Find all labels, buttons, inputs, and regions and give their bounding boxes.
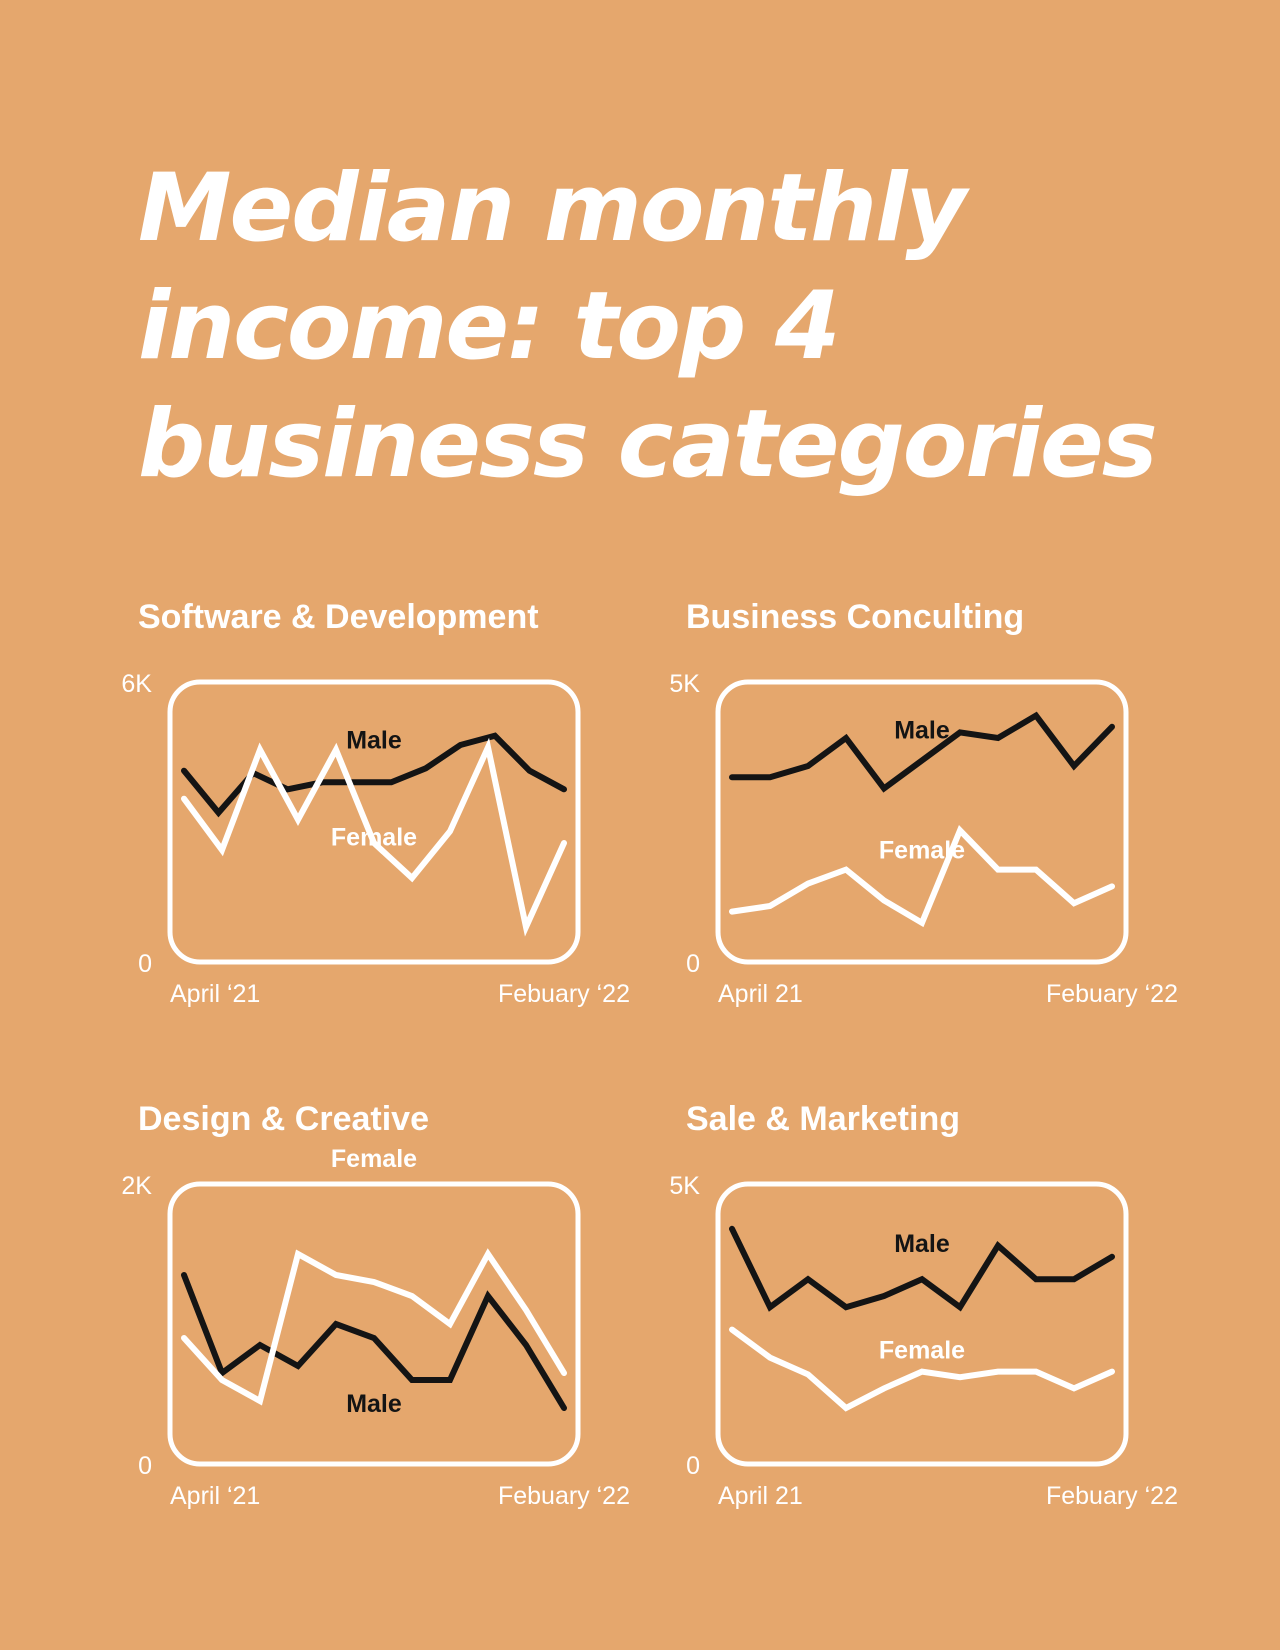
chart-plot: 0 6K April ‘21 Febuary ‘22 Male Female: [121, 670, 630, 1008]
y-tick-label-min: 0: [138, 950, 152, 978]
series-line-male: [729, 1225, 1115, 1312]
series-label-female: Female: [331, 824, 417, 852]
series-label-male: Male: [346, 1390, 402, 1418]
x-tick-label-start: April 21: [718, 980, 803, 1008]
series-label-male: Male: [894, 716, 950, 744]
series-label-female: Female: [879, 1336, 965, 1364]
title-line-3: business categories: [138, 390, 1158, 499]
chart-plot: 0 2K April ‘21 Febuary ‘22 Male Female: [121, 1145, 630, 1510]
y-tick-label-max: 5K: [669, 670, 700, 698]
y-tick-label-max: 5K: [669, 1172, 700, 1200]
y-tick-label-min: 0: [138, 1452, 152, 1480]
chart-frame: [715, 679, 1129, 965]
series-line-female: [729, 825, 1115, 928]
chart-software-development: Software & Development 0 6K April ‘21 Febua…: [121, 598, 698, 1018]
title-line-2: income: top 4: [138, 272, 840, 381]
series-line-male: [729, 711, 1115, 793]
x-tick-label-start: April ‘21: [170, 980, 260, 1008]
chart-title: Business Conculting: [686, 598, 1025, 636]
chart-title: Software & Development: [138, 598, 539, 636]
chart-plot: 0 5K April 21 Febuary ‘22 Male Female: [669, 670, 1178, 1008]
chart-frame: [715, 1181, 1129, 1467]
chart-title: Design & Creative: [138, 1100, 429, 1138]
title-line-1: Median monthly: [138, 154, 967, 263]
x-tick-label-start: April ‘21: [170, 1482, 260, 1510]
x-tick-label-start: April 21: [718, 1482, 803, 1510]
series-label-female: Female: [879, 836, 965, 864]
chart-sale-marketing: Sale & Marketing 0 5K April 21 Febuary ‘22 M…: [669, 1100, 1246, 1520]
page-title: Median monthly income: top 4 business ca…: [138, 150, 1238, 504]
x-tick-label-end: Febuary ‘22: [1046, 980, 1178, 1008]
series-label-male: Male: [346, 726, 402, 754]
series-line-male: [181, 1272, 567, 1411]
chart-title: Sale & Marketing: [686, 1100, 960, 1138]
series-line-female: [729, 1326, 1115, 1412]
series-line-female: [181, 1248, 567, 1406]
y-tick-label-min: 0: [686, 1452, 700, 1480]
series-label-female: Female: [331, 1145, 417, 1173]
x-tick-label-end: Febuary ‘22: [498, 980, 630, 1008]
x-tick-label-end: Febuary ‘22: [1046, 1482, 1178, 1510]
chart-business-consulting: Business Conculting 0 5K April 21 Febuary ‘…: [669, 598, 1246, 1018]
y-tick-label-max: 2K: [121, 1172, 152, 1200]
chart-frame: [167, 1181, 581, 1467]
x-tick-label-end: Febuary ‘22: [498, 1482, 630, 1510]
series-label-male: Male: [894, 1230, 950, 1258]
chart-design-creative: Design & Creative 0 2K April ‘21 Febuary ‘2…: [121, 1100, 698, 1520]
y-tick-label-min: 0: [686, 950, 700, 978]
chart-plot: 0 5K April 21 Febuary ‘22 Male Female: [669, 1172, 1178, 1510]
series-line-female: [181, 737, 567, 937]
y-tick-label-max: 6K: [121, 670, 152, 698]
chart-frame: [167, 679, 581, 965]
